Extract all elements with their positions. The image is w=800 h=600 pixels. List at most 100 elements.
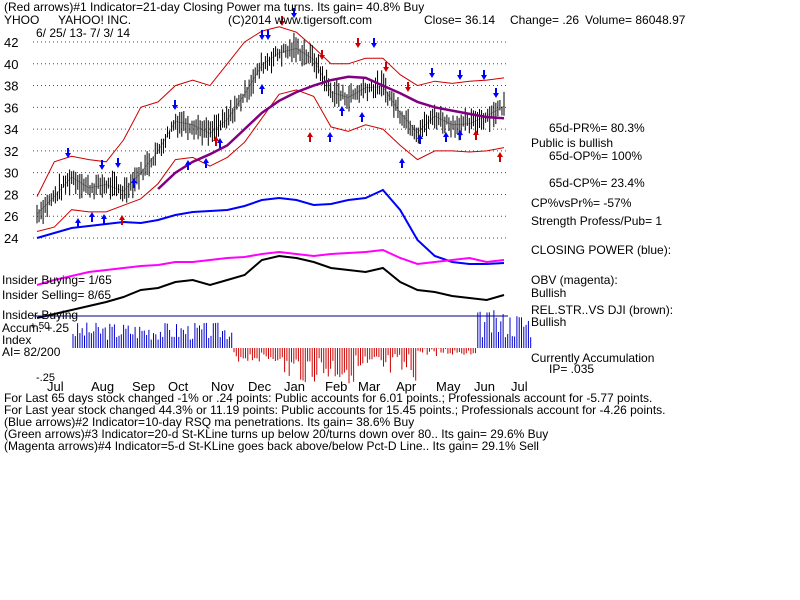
buy-arrow-icon: [417, 134, 423, 144]
buy-arrow-icon: [75, 218, 81, 228]
buy-arrow-icon: [339, 106, 345, 116]
sell-arrow-icon: [493, 88, 499, 98]
obv-line: [36, 248, 505, 286]
y-tick-label: 42: [4, 35, 18, 50]
x-tick-label: Apr: [396, 379, 417, 394]
buy-arrow-icon: [359, 112, 365, 122]
sell-arrow-icon: [319, 50, 325, 60]
x-tick-label: Jul: [47, 379, 64, 394]
upper-band-line: [36, 26, 505, 197]
x-tick-label: Dec: [248, 379, 272, 394]
closing-power-label: CLOSING POWER (blue):: [531, 243, 672, 257]
y-tick-label: 32: [4, 144, 18, 159]
insider-buying-label-2: Insider Buying: [2, 308, 79, 322]
ip-value: IP= .035: [549, 362, 595, 376]
obv-state: Bullish: [531, 286, 567, 300]
date-range: 6/ 25/ 13- 7/ 3/ 14: [36, 26, 131, 40]
public-stat: Public is bullish: [531, 136, 614, 150]
sell-arrow-icon: [355, 38, 361, 48]
buy-arrow-icon: [89, 212, 95, 222]
sell-arrow-icon: [481, 70, 487, 80]
sell-arrow-icon: [115, 158, 121, 168]
buy-arrow-icon: [399, 158, 405, 168]
x-tick-label: Aug: [91, 379, 114, 394]
x-tick-label: Mar: [358, 379, 381, 394]
y-tick-label: 30: [4, 166, 18, 181]
y-tick-label: 38: [4, 79, 18, 94]
pr-stat: 65d-PR%= 80.3%: [549, 121, 645, 135]
x-tick-label: Sep: [132, 379, 155, 394]
signal-arrows: [65, 8, 503, 228]
x-tick-label: Jun: [474, 379, 495, 394]
closing-power-line: [36, 188, 505, 265]
buy-arrow-icon: [443, 132, 449, 142]
relstr-label: REL.STR..VS DJI (brown):: [531, 303, 674, 317]
footer-green-arrows: (Green arrows)#3 Indicator=20-d St-KLine…: [4, 427, 549, 441]
accumulation-state: Currently Accumulation: [531, 351, 655, 365]
buy-arrow-icon: [101, 214, 107, 224]
accum-index-label: Accum. +.25: [2, 321, 70, 335]
sell-arrow-icon: [371, 38, 377, 48]
buy-arrow-icon: [327, 132, 333, 142]
op-stat: 65d-OP%= 100%: [549, 149, 643, 163]
y-tick-label: 24: [4, 231, 18, 246]
buy-arrow-icon: [185, 160, 191, 170]
sell-arrow-icon: [457, 70, 463, 80]
index-label: Index: [2, 333, 32, 347]
relstr-state: Bullish: [531, 315, 567, 329]
x-tick-labels: Jul Aug Sep Oct Nov Dec Jan Feb Mar Apr May Jun Jul: [47, 379, 528, 394]
buy-arrow-icon: [473, 130, 479, 140]
ticker-label: YHOO: [4, 13, 40, 27]
x-tick-label: Oct: [168, 379, 189, 394]
sell-arrow-icon: [429, 68, 435, 78]
cpvspr-stat: CP%vsPr%= -57%: [531, 196, 632, 210]
insider-selling-label: Insider Selling= 8/65: [2, 288, 112, 302]
ai-label: AI= 82/200: [2, 345, 61, 359]
sell-arrow-icon: [99, 160, 105, 170]
moving-average-line: [157, 75, 505, 190]
buy-arrow-icon: [497, 152, 503, 162]
y-tick-label: 28: [4, 187, 18, 202]
footer-65-day: For Last 65 days stock changed -1% or .2…: [4, 391, 653, 405]
sell-arrow-icon: [279, 16, 285, 26]
closing-power-line: [36, 188, 505, 265]
y-tick-label: 26: [4, 209, 18, 224]
moving-average: [157, 75, 505, 190]
buy-arrow-icon: [213, 136, 219, 146]
price-line: [36, 48, 505, 215]
buy-arrow-icon: [119, 215, 125, 225]
insider-buying-label: Insider Buying= 1/65: [2, 273, 112, 287]
sell-arrow-icon: [405, 82, 411, 92]
y-tick-label: 36: [4, 100, 18, 115]
x-tick-label: Feb: [325, 379, 347, 394]
y-tick-label: 40: [4, 57, 18, 72]
buy-arrow-icon: [203, 158, 209, 168]
accumulation-histogram: [72, 310, 532, 384]
minus-25-label: -.25: [36, 372, 55, 384]
x-tick-label: Jul: [511, 379, 528, 394]
buy-arrow-icon: [457, 130, 463, 140]
cp-stat: 65d-CP%= 23.4%: [549, 176, 645, 190]
sell-arrow-icon: [383, 62, 389, 72]
buy-arrow-icon: [259, 84, 265, 94]
footer-year: For Last year stock changed 44.3% or 11.…: [4, 403, 666, 417]
plus-50-label: +.50: [30, 321, 50, 332]
close-price: Close= 36.14: [424, 13, 496, 27]
copyright: (C)2014 www.tigersoft.com: [228, 13, 373, 27]
sell-arrow-icon: [265, 30, 271, 40]
x-tick-label: May: [436, 379, 461, 394]
buy-arrow-icon: [131, 178, 137, 188]
sell-arrow-icon: [65, 148, 71, 158]
relative-strength-line: [36, 254, 505, 319]
x-tick-label: Nov: [211, 379, 235, 394]
change-value: Change= .26: [510, 13, 580, 27]
indicator-1-line: (Red arrows)#1 Indicator=21-day Closing …: [4, 0, 425, 14]
sell-arrow-icon: [259, 30, 265, 40]
company-name: YAHOO! INC.: [58, 13, 132, 27]
footer-magenta-arrows: (Magenta arrows)#4 Indicator=5-d St-KLin…: [4, 439, 539, 453]
obv-label: OBV (magenta):: [531, 273, 618, 287]
y-tick-labels: 24 26 28 30 32 34 36 38 40 42: [4, 35, 18, 246]
x-tick-label: Jan: [284, 379, 305, 394]
gridlines: [33, 41, 508, 239]
